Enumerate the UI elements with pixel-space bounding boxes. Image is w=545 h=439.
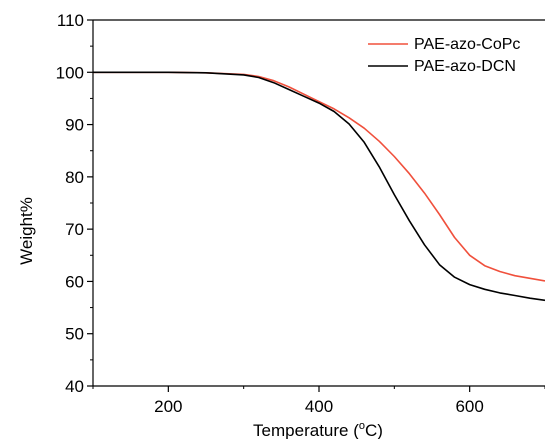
x-axis-title-degree: o — [359, 420, 365, 432]
x-axis-title-unit: C) — [365, 421, 383, 439]
series-lines — [93, 71, 545, 302]
series-line-pae-azo-dcn — [93, 71, 545, 302]
x-tick-label: 200 — [154, 397, 182, 416]
x-axis-title: Temperature (oC) — [253, 420, 383, 439]
legend: PAE-azo-CoPc PAE-azo-DCN — [368, 36, 520, 75]
y-axis-ticks: 40 50 60 70 80 90 100 110 — [56, 11, 93, 396]
y-axis-title: Weight% — [17, 197, 36, 265]
y-tick-label: 40 — [65, 377, 84, 396]
legend-label: PAE-azo-DCN — [414, 58, 516, 75]
y-tick-label: 50 — [65, 325, 84, 344]
y-tick-label: 80 — [65, 168, 84, 187]
x-axis-ticks: 200 400 600 — [92, 386, 545, 416]
x-tick-label: 400 — [305, 397, 333, 416]
y-tick-label: 100 — [56, 63, 84, 82]
y-tick-label: 110 — [57, 11, 84, 30]
x-axis-title-main: Temperature ( — [253, 421, 359, 439]
y-tick-label: 90 — [65, 116, 84, 135]
legend-label: PAE-azo-CoPc — [414, 36, 520, 53]
x-tick-label: 600 — [455, 397, 483, 416]
y-tick-label: 60 — [65, 272, 84, 291]
y-tick-label: 70 — [65, 220, 84, 239]
